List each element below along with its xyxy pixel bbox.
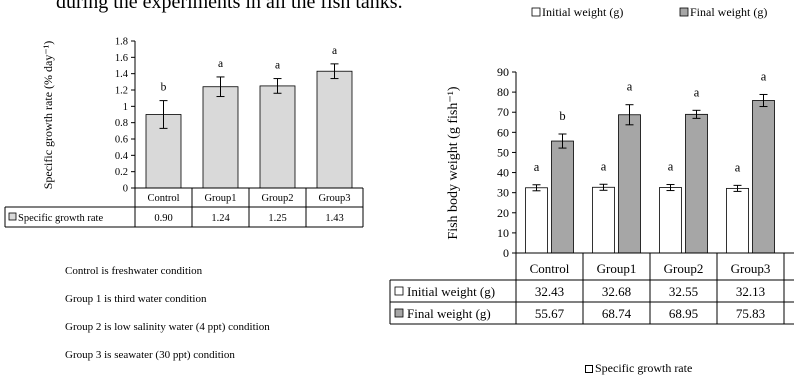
legend-swatch [531,7,541,17]
page-header-fragment: during the experiments in all the fish t… [56,0,403,13]
sgr-bar [202,86,239,189]
y-tick-label: 80 [497,85,509,99]
bottom-legend: Specific growth rate [585,361,692,376]
y-axis-label: Fish body weight (g fish⁻¹) [446,86,461,239]
y-tick-label: 70 [497,105,509,119]
final-weight-bar [685,113,708,254]
initial-weight-bar [659,187,682,254]
table-value: 68.74 [602,306,632,321]
category-label: Group3 [731,261,771,276]
category-label: Group1 [204,193,236,204]
table-value: 1.24 [211,213,230,224]
note-group1: Group 1 is third water condition [65,293,207,305]
significance-letter: a [735,160,741,174]
table-value: 32.43 [535,284,564,299]
y-tick-label: 0 [503,246,509,260]
legend-label: Final weight (g) [690,5,767,19]
category-label: Group2 [261,193,293,204]
category-label: Control [147,193,179,204]
table-value: 32.13 [736,284,765,299]
significance-letter: a [694,85,700,99]
significance-letter: b [559,109,565,123]
sgr-bar [259,85,296,189]
y-tick-label: 0.4 [115,151,129,162]
table-value: 0.90 [154,213,172,224]
significance-letter: a [627,80,633,94]
sgr-bar [316,70,353,189]
y-axis-label: Specific growth rate (% day⁻¹) [41,41,55,190]
y-tick-label: 40 [497,166,509,180]
y-tick-label: 1.4 [115,69,129,80]
significance-letter: a [534,160,540,174]
table-value: 32.68 [602,284,631,299]
y-tick-label: 30 [497,186,509,200]
y-tick-label: 1.6 [115,53,128,64]
table-value: 32.55 [669,284,698,299]
bottom-legend-label: Specific growth rate [595,361,693,375]
y-tick-label: 0.2 [115,167,128,178]
y-tick-label: 60 [497,125,509,139]
y-tick-label: 90 [497,65,509,79]
y-tick-label: 0.6 [115,135,128,146]
significance-letter: a [275,60,280,72]
note-control: Control is freshwater condition [65,265,203,277]
category-label: Group2 [664,261,704,276]
table-value: 75.83 [736,306,765,321]
category-label: Group3 [318,193,350,204]
initial-weight-bar [592,186,615,254]
table-series-label: Initial weight (g) [407,284,495,299]
y-tick-label: 1.2 [115,86,128,97]
table-value: 68.95 [669,306,698,321]
significance-letter: a [601,159,607,173]
category-label: Control [530,261,570,276]
note-group3: Group 3 is seawater (30 ppt) condition [65,349,235,361]
y-tick-label: 0 [123,184,128,195]
final-weight-bar [551,140,574,254]
significance-letter: a [761,69,767,83]
category-label: Group1 [597,261,637,276]
table-legend-swatch [8,212,17,221]
table-legend-swatch [394,286,404,296]
y-tick-label: 0.8 [115,118,128,129]
table-value: 1.25 [268,213,286,224]
significance-letter: a [668,160,674,174]
y-tick-label: 10 [497,226,509,240]
final-weight-bar [752,100,775,254]
table-value: 1.43 [325,213,343,224]
initial-weight-bar [726,187,749,254]
significance-letter: b [161,82,167,94]
note-group2: Group 2 is low salinity water (4 ppt) co… [65,321,270,333]
significance-letter: a [332,45,337,57]
table-series-label: Specific growth rate [18,213,103,224]
significance-letter: a [218,58,223,70]
initial-weight-bar [525,187,548,254]
table-legend-swatch [394,308,404,318]
legend-swatch [585,365,593,374]
y-tick-label: 1.8 [115,37,128,48]
legend-label: Initial weight (g) [542,5,623,19]
table-series-label: Final weight (g) [407,306,491,321]
table-value: 55.67 [535,306,565,321]
y-tick-label: 50 [497,145,509,159]
y-tick-label: 20 [497,206,509,220]
final-weight-bar [618,114,641,254]
legend-swatch [679,7,689,17]
y-tick-label: 1 [123,102,128,113]
